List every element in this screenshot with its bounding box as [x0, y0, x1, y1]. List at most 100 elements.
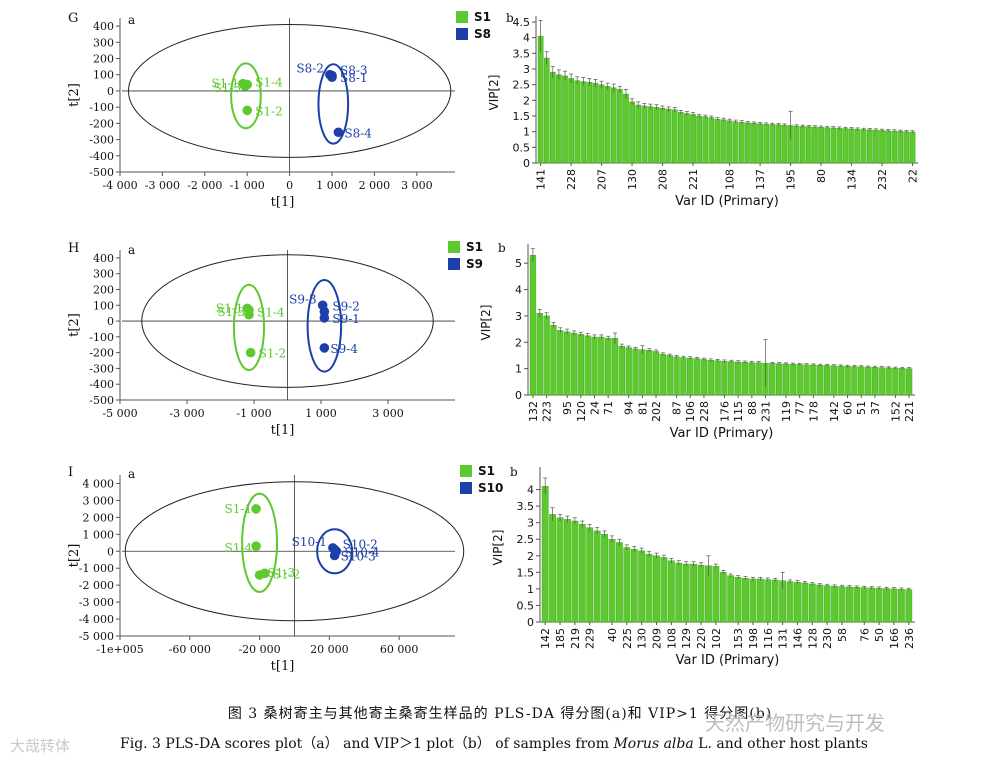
vip-legend-label-S1: S1	[474, 10, 491, 24]
vip-x-tick-label: 22	[907, 169, 920, 183]
vip-x-tick-label: 221	[687, 169, 700, 190]
vip-bar	[638, 550, 646, 623]
scores-y-tick-label: 1 000	[83, 528, 115, 541]
score-point-label: S1-1	[211, 77, 239, 91]
vip-x-tick-label: 166	[888, 628, 901, 649]
vip-bar	[556, 517, 564, 623]
vip-x-tick-label: 202	[650, 401, 663, 422]
vip-x-tick-label: 102	[710, 628, 723, 649]
scores-y-tick-label: 100	[93, 299, 114, 312]
scores-y-tick-label: -1 000	[79, 562, 114, 575]
vip-bar	[647, 106, 654, 164]
vip-bar	[593, 530, 601, 623]
scores-y-tick-label: -300	[89, 362, 114, 375]
vip-y-tick-label: 0.5	[513, 141, 531, 154]
vip-bar	[673, 356, 680, 396]
vip-bar	[830, 127, 837, 164]
vip-bar	[867, 129, 873, 164]
vip-y-tick-label: 3	[527, 517, 534, 530]
scores-y-tick-label: 4 000	[83, 477, 115, 490]
scores-x-tick-label: -5 000	[102, 407, 137, 420]
scores-sublabel: a	[128, 13, 135, 27]
score-point-S1-1	[251, 504, 261, 514]
scores-x-axis-title: t[1]	[271, 195, 295, 210]
vip-bar	[618, 346, 625, 396]
vip-bar	[818, 127, 824, 164]
vip-bar	[623, 93, 629, 164]
vip-bar	[897, 131, 904, 164]
vip-x-tick-label: 131	[777, 628, 790, 649]
vip-bar	[629, 101, 635, 164]
vip-x-tick-label: 232	[876, 169, 889, 190]
vip-bar	[570, 332, 578, 396]
vip-y-tick-label: 0	[527, 616, 534, 629]
scores-y-tick-label: 400	[93, 252, 114, 265]
vip-bar	[529, 255, 537, 396]
scores-y-tick-label: 0	[107, 85, 114, 98]
vip-y-tick-label: 3.5	[513, 47, 531, 60]
vip-bar	[751, 123, 757, 164]
vip-bar	[678, 112, 684, 164]
vip-bar	[675, 562, 683, 623]
vip-bar	[808, 583, 816, 623]
vip-bar	[734, 361, 742, 396]
scores-x-tick-label: -20 000	[238, 643, 280, 656]
scores-x-tick-label: -1e+005	[96, 643, 143, 656]
vip-bar	[823, 585, 831, 623]
vip-bar	[854, 128, 861, 164]
vip-bar	[598, 84, 605, 164]
vip-bar	[727, 575, 735, 623]
scores-y-tick-label: 300	[93, 268, 114, 281]
score-point-label: S1-3	[214, 81, 242, 95]
vip-bar	[816, 584, 824, 623]
vip-x-tick-label: 219	[569, 628, 582, 649]
vip-bar	[883, 588, 890, 623]
vip-bar	[860, 129, 867, 164]
vip-x-tick-label: 40	[606, 628, 619, 642]
vip-bar	[667, 560, 675, 623]
vip-y-tick-label: 2	[523, 94, 530, 107]
caption-english-species: Morus alba	[613, 736, 694, 752]
scores-x-tick-label: 3 000	[401, 179, 433, 192]
vip-y-tick-label: 2.5	[517, 533, 535, 546]
vip-bar	[635, 104, 641, 164]
scores-y-tick-label: -3 000	[79, 596, 114, 609]
vip-y-axis-title: VIP[2]	[487, 75, 501, 111]
vip-bar	[543, 315, 550, 396]
vip-bar	[842, 128, 849, 164]
scores-y-tick-label: -500	[89, 394, 114, 407]
vip-bar	[878, 367, 885, 396]
vip-bar	[830, 365, 838, 396]
vip-bar	[769, 363, 776, 396]
scores-y-tick-label: 2 000	[83, 511, 115, 524]
vip-y-tick-label: 3.5	[517, 500, 535, 513]
vip-bar	[756, 578, 764, 623]
caption-english-suffix: L. and other host plants	[693, 736, 868, 752]
vip-bar	[639, 349, 646, 396]
scores-y-tick-label: 0	[107, 545, 114, 558]
score-point-S9-4	[319, 343, 330, 353]
vip-x-tick-label: 108	[724, 169, 737, 190]
scores-y-tick-label: -400	[89, 378, 114, 391]
vip-y-tick-label: 1.5	[517, 566, 535, 579]
scores-x-tick-label: 1 000	[316, 179, 348, 192]
vip-bar	[728, 361, 735, 396]
vip-x-tick-label: 116	[762, 628, 775, 649]
vip-x-tick-label: 198	[747, 628, 760, 649]
vip-bar	[794, 582, 801, 623]
vip-x-tick-label: 58	[836, 628, 849, 642]
vip-legend-swatch-S9	[448, 258, 460, 270]
scores-x-tick-label: -3 000	[169, 407, 204, 420]
scores-x-tick-label: -4 000	[102, 179, 137, 192]
vip-bar	[846, 586, 853, 623]
vip-x-tick-label: 71	[602, 401, 615, 415]
vip-bar	[823, 365, 831, 396]
vip-x-tick-label: 141	[535, 169, 548, 190]
vip-bar	[543, 57, 550, 164]
vip-bar	[684, 113, 690, 164]
vip-bar	[616, 542, 623, 623]
score-point-label: S1-2	[273, 567, 301, 581]
vip-bar	[641, 105, 648, 164]
vip-legend-swatch-S1	[456, 11, 468, 23]
score-point-S8-4	[333, 127, 344, 138]
